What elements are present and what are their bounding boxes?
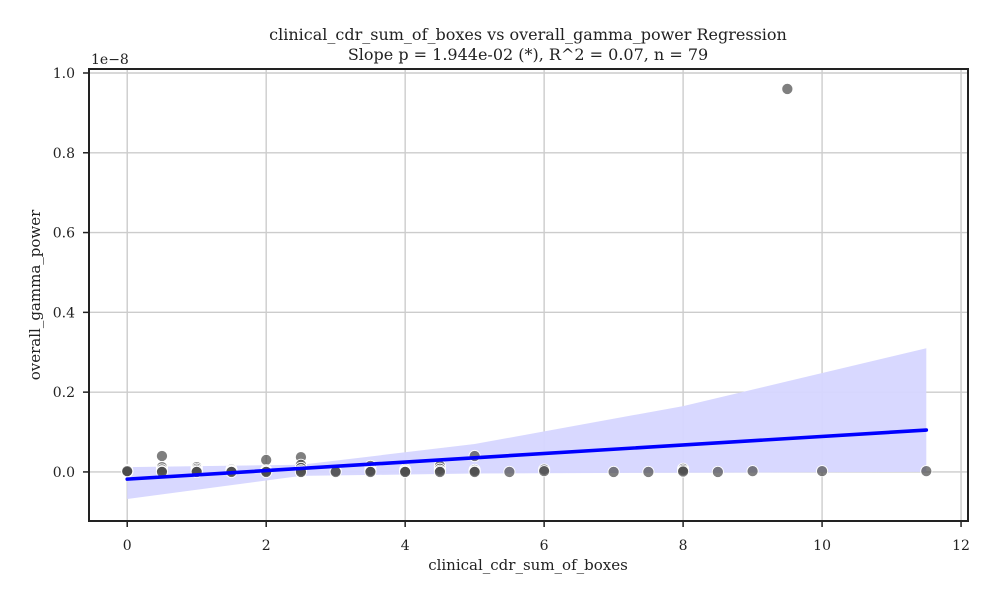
scatter-point [642, 465, 655, 478]
y-tick-label: 1.0 [53, 66, 75, 82]
scatter-point [399, 465, 412, 478]
y-tick-label: 0.6 [53, 226, 75, 242]
scatter-points-layer [121, 82, 933, 478]
scatter-point [677, 465, 690, 478]
axes [88, 68, 969, 522]
regression-line [125, 428, 929, 481]
scatter-point [121, 465, 134, 478]
x-tick-label: 4 [401, 538, 410, 554]
x-tick-label: 0 [123, 538, 132, 554]
x-tick-label: 12 [952, 538, 970, 554]
scatter-point [746, 465, 759, 478]
scatter-point [781, 82, 794, 95]
y-tick-label: 0.4 [53, 305, 75, 321]
grid-lines [89, 69, 968, 521]
scatter-point [711, 465, 724, 478]
scatter-point [364, 465, 377, 478]
scatter-point [607, 465, 620, 478]
chart-title: clinical_cdr_sum_of_boxes vs overall_gam… [269, 25, 787, 44]
scatter-point [920, 465, 933, 478]
confidence-band-layer [127, 348, 927, 500]
plot-frame [88, 68, 969, 522]
scatter-point [260, 453, 273, 467]
regression-line-layer [125, 428, 929, 481]
x-tick-label: 8 [679, 538, 688, 554]
x-tick-label: 6 [540, 538, 549, 554]
y-axis-offset-label: 1e−8 [91, 52, 129, 68]
x-tick-label: 2 [262, 538, 271, 554]
scatter-point [816, 465, 829, 478]
scatter-point [155, 449, 169, 463]
x-axis-label: clinical_cdr_sum_of_boxes [428, 556, 628, 574]
chart-subtitle: Slope p = 1.944e-02 (*), R^2 = 0.07, n =… [348, 45, 708, 64]
tick-marks: 0 2 4 6 8 10 12 0.0 0.2 0.4 0.6 0.8 1.0 [53, 66, 970, 554]
y-tick-label: 0.0 [53, 465, 75, 481]
scatter-point [503, 465, 516, 478]
confidence-band [127, 348, 927, 500]
x-tick-label: 10 [813, 538, 831, 554]
scatter-point [433, 465, 446, 478]
y-tick-label: 0.8 [53, 146, 75, 162]
y-axis-label: overall_gamma_power [26, 209, 44, 380]
scatter-point [468, 465, 481, 478]
scatter-point [538, 465, 551, 478]
y-tick-label: 0.2 [53, 385, 75, 401]
